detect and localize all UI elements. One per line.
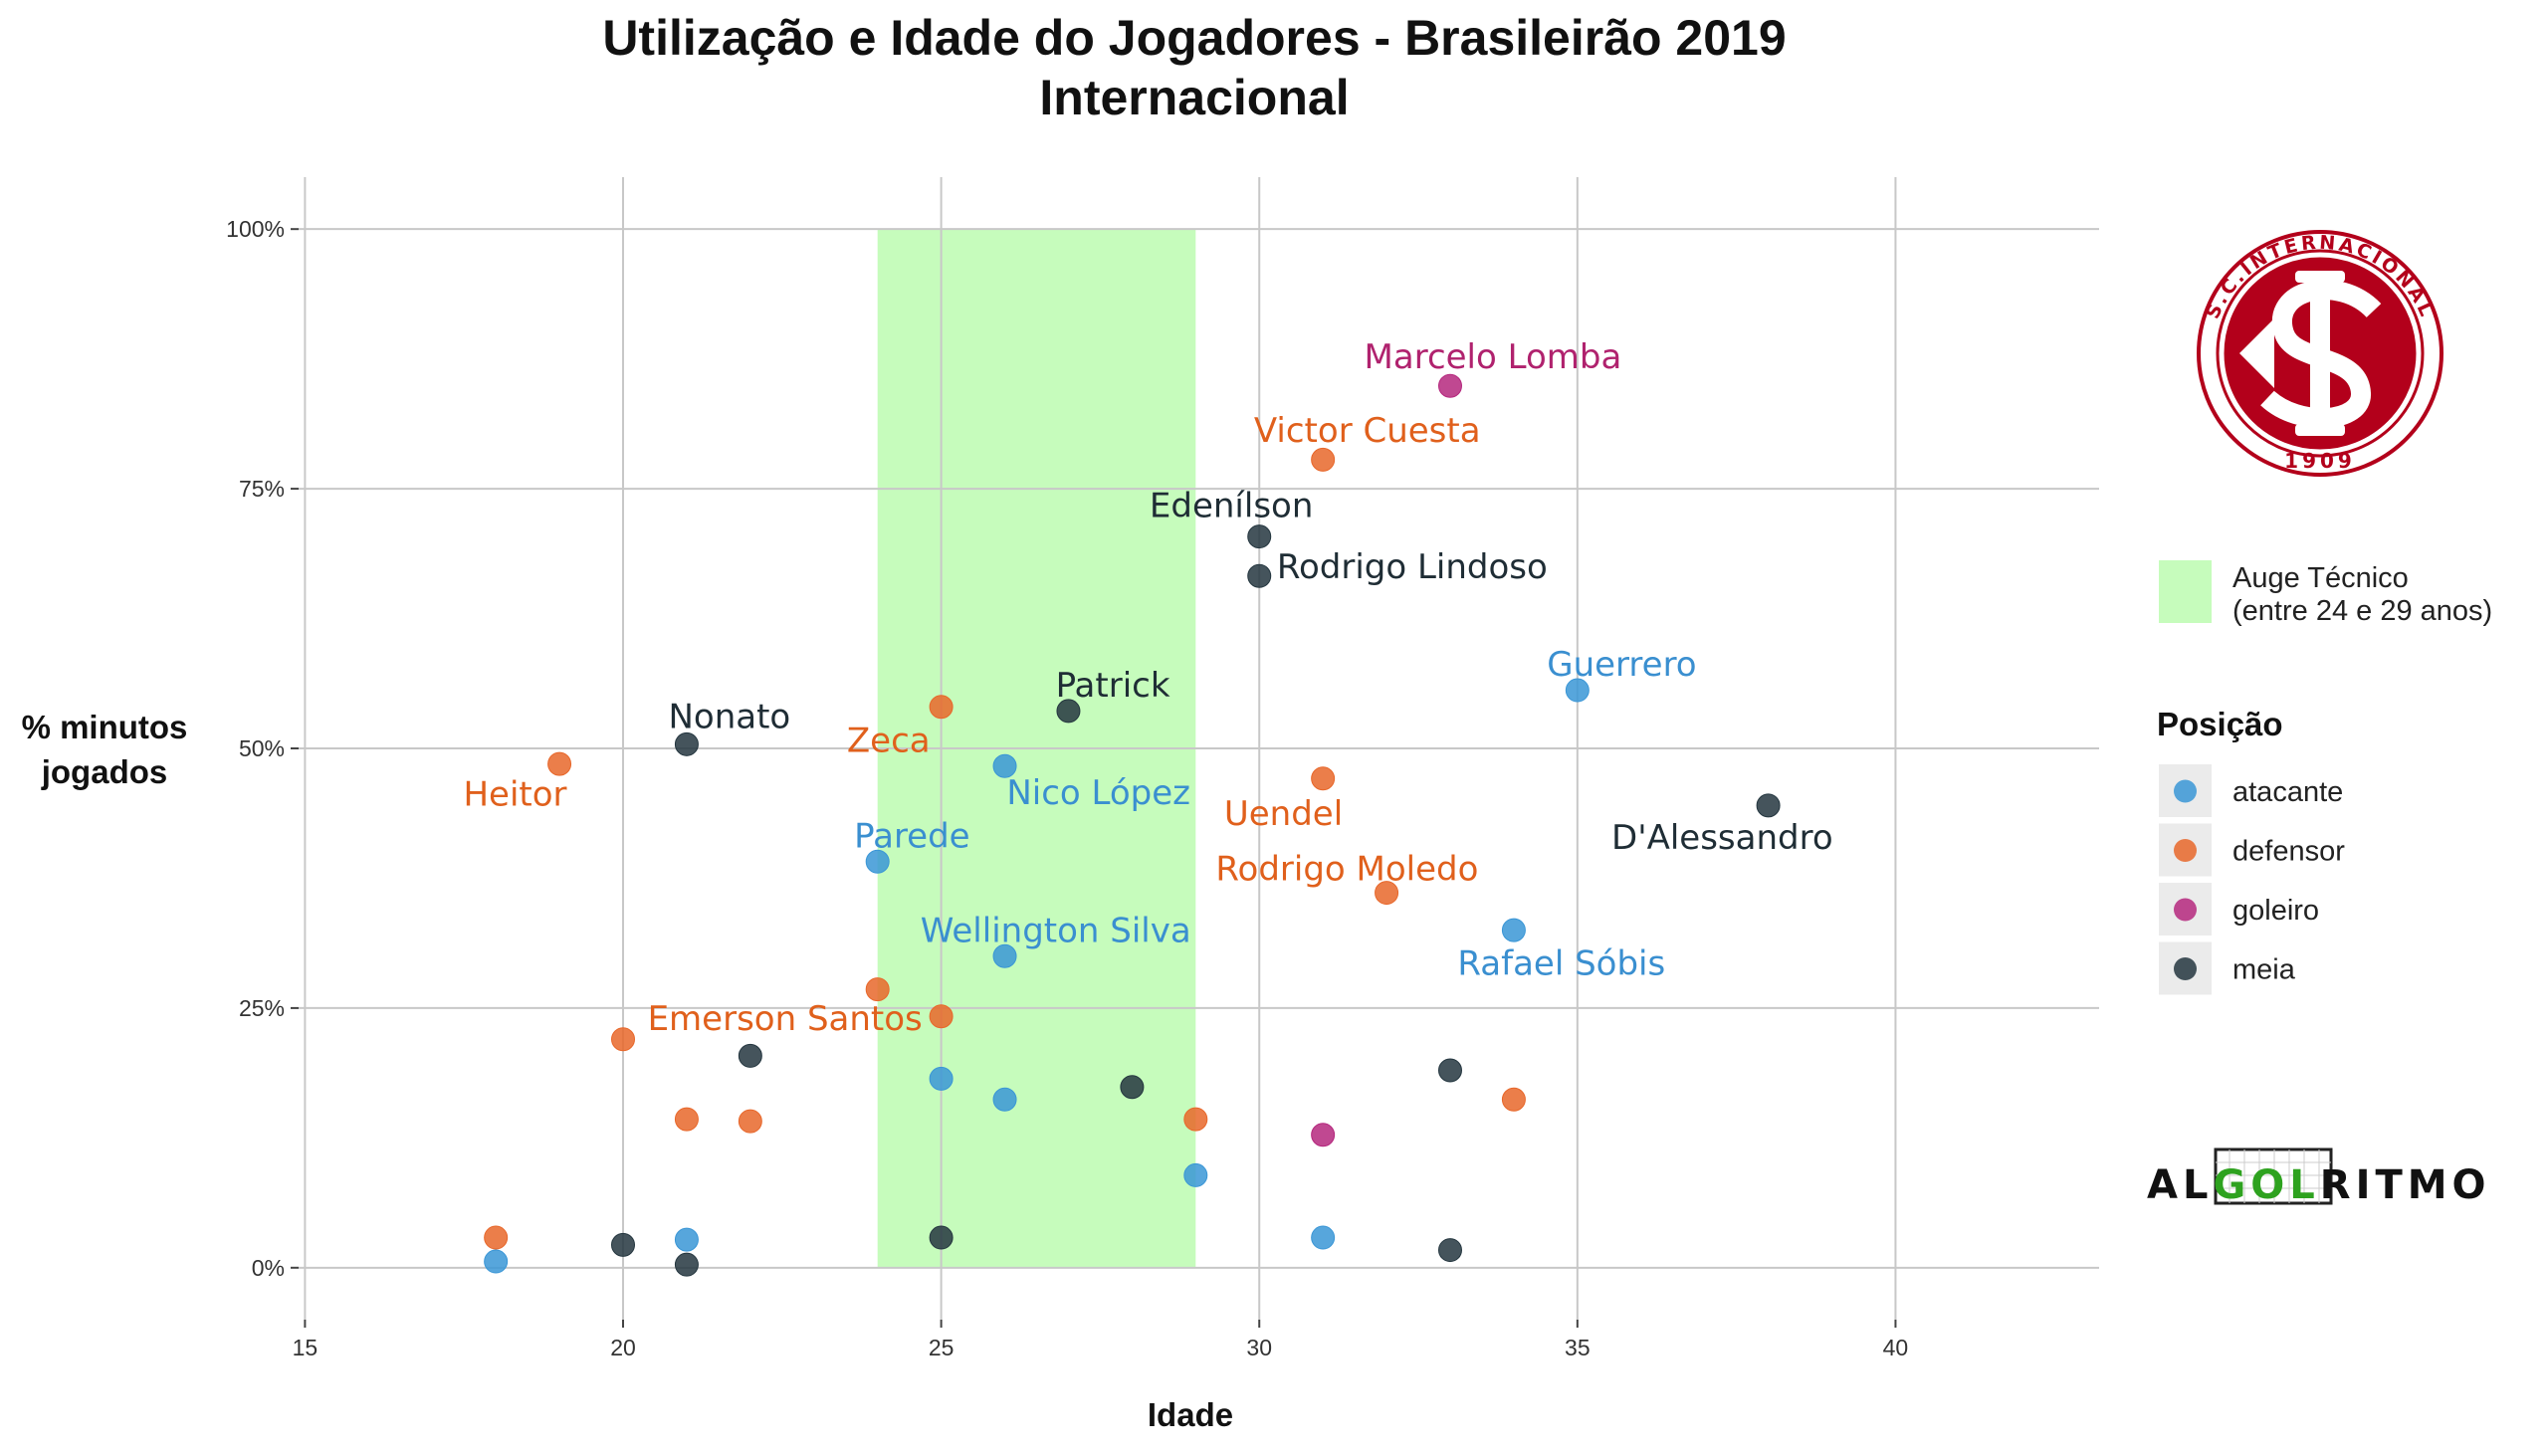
point-label: Heitor xyxy=(463,774,566,814)
point-atacante xyxy=(865,849,890,874)
x-axis-title: Idade xyxy=(1148,1396,1233,1433)
svg-text:ALGOLRITMO: ALGOLRITMO xyxy=(2147,1162,2491,1208)
point-atacante xyxy=(992,1087,1017,1112)
point-label: Nonato xyxy=(668,698,790,737)
point-meia xyxy=(611,1232,636,1257)
point-atacante xyxy=(992,943,1017,968)
y-axis-title-line2: jogados xyxy=(41,753,168,790)
point-meia xyxy=(1756,793,1781,818)
y-axis-ticks: 0% 25% 50% 75% 100% xyxy=(226,216,299,1281)
point-defensor xyxy=(1311,766,1336,791)
point-atacante xyxy=(1565,678,1590,703)
point-label: Patrick xyxy=(1056,666,1170,706)
point-defensor xyxy=(611,1027,636,1052)
point-label: Edenílson xyxy=(1150,487,1314,526)
point-atacante xyxy=(484,1249,509,1274)
point-defensor xyxy=(1311,447,1336,472)
legend-band: Auge Técnico (entre 24 e 29 anos) xyxy=(2159,560,2492,627)
point-meia xyxy=(1247,524,1272,549)
point-meia xyxy=(1437,1238,1462,1263)
legend-label-defensor: defensor xyxy=(2232,836,2345,868)
point-defensor xyxy=(738,1109,762,1134)
svg-text:1909: 1909 xyxy=(2284,449,2356,473)
legend-label-goleiro: goleiro xyxy=(2232,895,2319,927)
grid-lines xyxy=(299,177,2099,1320)
data-points xyxy=(484,373,1781,1277)
legend-marker-defensor xyxy=(2174,839,2197,862)
y-tick-label: 50% xyxy=(239,735,285,761)
point-meia xyxy=(674,731,699,756)
internacional-logo: S.C.INTERNACIONAL 1909 xyxy=(2197,230,2443,477)
point-label: Wellington Silva xyxy=(921,911,1191,950)
point-atacante xyxy=(1311,1225,1336,1250)
point-defensor xyxy=(1183,1107,1208,1132)
legend-label-atacante: atacante xyxy=(2232,776,2343,808)
point-label: Rodrigo Moledo xyxy=(1215,849,1478,889)
point-atacante xyxy=(929,1066,954,1091)
y-tick-label: 100% xyxy=(226,216,285,242)
legend-title: Posição xyxy=(2157,706,2283,742)
point-meia xyxy=(674,1252,699,1277)
legend-positions: atacante defensor goleiro meia xyxy=(2159,764,2345,995)
point-meia xyxy=(1247,563,1272,588)
legend-band-label-1: Auge Técnico xyxy=(2232,562,2409,594)
point-label: Rafael Sóbis xyxy=(1457,944,1665,984)
point-defensor xyxy=(484,1225,509,1250)
y-tick-label: 75% xyxy=(239,476,285,502)
point-defensor xyxy=(674,1107,699,1132)
y-tick-label: 25% xyxy=(239,995,285,1021)
point-label: D'Alessandro xyxy=(1611,818,1833,858)
point-meia xyxy=(738,1043,762,1068)
point-meia xyxy=(1056,699,1081,724)
chart-subtitle: Internacional xyxy=(1039,70,1349,125)
chart-title: Utilização e Idade do Jogadores - Brasil… xyxy=(602,10,1786,66)
point-goleiro xyxy=(1437,373,1462,398)
point-meia xyxy=(1437,1058,1462,1083)
legend-marker-goleiro xyxy=(2174,898,2197,922)
point-meia xyxy=(1120,1075,1145,1100)
y-tick-label: 0% xyxy=(252,1255,285,1281)
point-atacante xyxy=(1501,918,1526,942)
x-tick-label: 25 xyxy=(929,1335,955,1360)
legend-marker-atacante xyxy=(2174,779,2197,803)
point-defensor xyxy=(547,751,572,776)
point-atacante xyxy=(1183,1162,1208,1187)
legend-band-label-2: (entre 24 e 29 anos) xyxy=(2232,595,2492,627)
x-tick-label: 30 xyxy=(1246,1335,1272,1360)
x-tick-label: 40 xyxy=(1883,1335,1909,1360)
point-label: Uendel xyxy=(1224,794,1343,834)
point-atacante xyxy=(674,1227,699,1252)
point-label: Marcelo Lomba xyxy=(1365,337,1622,377)
point-label: Parede xyxy=(854,816,969,856)
point-label: Rodrigo Lindoso xyxy=(1277,547,1548,587)
point-defensor xyxy=(1375,881,1399,906)
point-meia xyxy=(929,1225,954,1250)
point-defensor xyxy=(1501,1087,1526,1112)
x-axis-ticks: 15 20 25 30 35 40 xyxy=(293,1320,1909,1360)
legend-label-meia: meia xyxy=(2232,954,2296,986)
point-label: Nico López xyxy=(1006,773,1190,813)
point-labels: Heitor Nonato Parede Zeca Emerson Santos Nico… xyxy=(463,337,1832,1039)
x-tick-label: 35 xyxy=(1565,1335,1591,1360)
point-goleiro xyxy=(1311,1123,1336,1147)
point-defensor xyxy=(929,695,954,720)
algolritmo-logo: ALGOLRITMO xyxy=(2147,1147,2491,1208)
legend-marker-meia xyxy=(2174,957,2197,980)
point-label: Guerrero xyxy=(1547,645,1696,685)
point-label: Emerson Santos xyxy=(648,999,923,1039)
point-label: Victor Cuesta xyxy=(1254,411,1481,451)
point-atacante xyxy=(992,753,1017,778)
point-defensor xyxy=(865,977,890,1002)
point-label: Zeca xyxy=(847,721,931,760)
x-tick-label: 20 xyxy=(610,1335,636,1360)
y-axis-title-line1: % minutos xyxy=(22,709,188,745)
x-tick-label: 15 xyxy=(293,1335,318,1360)
point-defensor xyxy=(929,1004,954,1029)
